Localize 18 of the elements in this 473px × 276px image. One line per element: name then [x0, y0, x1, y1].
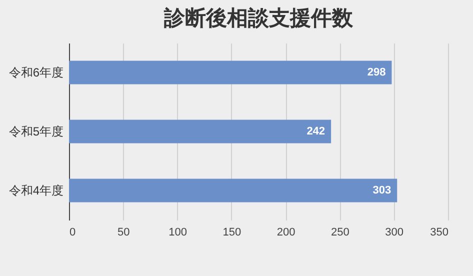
- x-tick-label: 250: [331, 226, 350, 238]
- x-tick-label: 100: [168, 226, 187, 238]
- y-tick-label: 令和4年度: [8, 184, 64, 198]
- bar: [69, 120, 332, 144]
- x-tick-label: 200: [276, 226, 296, 238]
- data-label: 298: [367, 66, 386, 78]
- bar: [69, 60, 392, 84]
- x-tick-label: 50: [118, 226, 130, 238]
- data-label: 242: [306, 126, 326, 138]
- x-tick-label: 0: [70, 226, 76, 238]
- x-tick-label: 350: [430, 226, 448, 238]
- x-tick-label: 150: [222, 226, 242, 238]
- x-tick-label: 300: [385, 226, 404, 238]
- bar: [69, 178, 398, 202]
- data-label: 303: [372, 184, 392, 196]
- chart-title: 診断後相談支援件数: [163, 7, 354, 30]
- y-tick-label: 令和5年度: [8, 124, 64, 138]
- y-tick-label: 令和6年度: [8, 66, 64, 80]
